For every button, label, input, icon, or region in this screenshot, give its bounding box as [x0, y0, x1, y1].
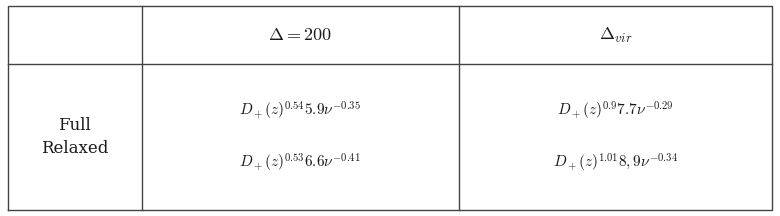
- Text: $D_+(z)^{0.53}6.6\nu^{-0.41}$: $D_+(z)^{0.53}6.6\nu^{-0.41}$: [239, 152, 361, 174]
- Text: $D_+(z)^{0.54}5.9\nu^{-0.35}$: $D_+(z)^{0.54}5.9\nu^{-0.35}$: [239, 99, 361, 122]
- Text: $\Delta = 200$: $\Delta = 200$: [268, 26, 332, 44]
- Text: $\Delta_{vir}$: $\Delta_{vir}$: [598, 26, 633, 45]
- Text: $D_+(z)^{0.9}7.7\nu^{-0.29}$: $D_+(z)^{0.9}7.7\nu^{-0.29}$: [557, 99, 674, 122]
- Text: $D_+(z)^{1.01}8,9\nu^{-0.34}$: $D_+(z)^{1.01}8,9\nu^{-0.34}$: [553, 152, 678, 174]
- Text: Full
Relaxed: Full Relaxed: [41, 117, 108, 157]
